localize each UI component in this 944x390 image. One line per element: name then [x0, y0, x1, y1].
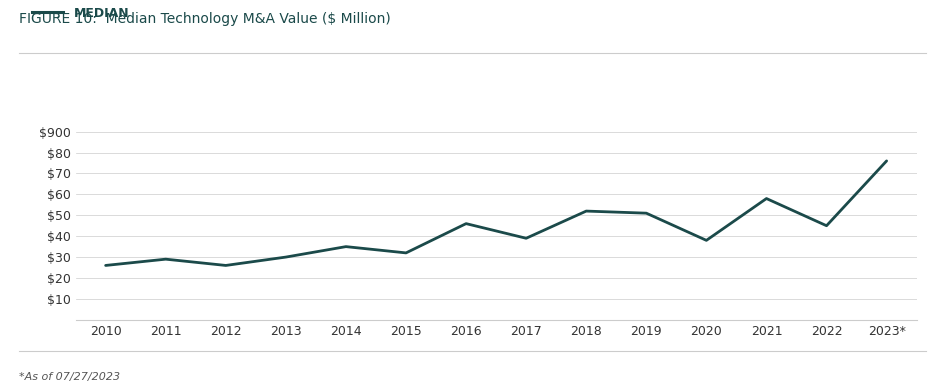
Text: *As of 07/27/2023: *As of 07/27/2023 [19, 372, 120, 382]
Text: FIGURE 10:  Median Technology M&A Value ($ Million): FIGURE 10: Median Technology M&A Value (… [19, 12, 390, 26]
Legend: MEDIAN: MEDIAN [27, 2, 134, 25]
